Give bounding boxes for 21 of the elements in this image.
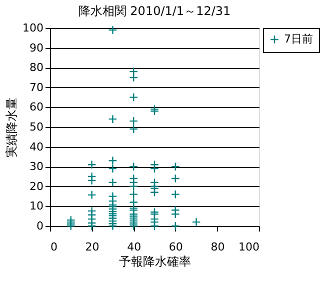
y-tick-label: 60	[30, 100, 44, 114]
x-tick-label: 0	[50, 240, 58, 254]
legend-label: 7日前	[284, 32, 313, 46]
x-tick-label: 20	[85, 240, 100, 254]
x-tick-label: 60	[168, 240, 183, 254]
y-tick-label: 20	[30, 180, 44, 193]
y-axis-title: 実績降水量	[4, 98, 19, 158]
y-tick-label: 80	[30, 61, 44, 74]
y-tick-label: 70	[30, 80, 44, 94]
x-tick-label: 80	[210, 240, 225, 254]
x-tick-label: 40	[127, 240, 142, 254]
x-axis-title: 予報降水確率	[119, 254, 191, 268]
y-tick-label: 50	[30, 120, 44, 134]
y-tick-label: 40	[30, 140, 44, 154]
chart-title: 降水相関 2010/1/1～12/31	[78, 4, 231, 18]
x-tick-label: 100	[238, 240, 260, 254]
y-tick-label: 90	[30, 41, 44, 54]
y-tick-label: 0	[36, 220, 44, 232]
y-tick-label: 10	[30, 200, 44, 213]
y-tick-label: 30	[30, 160, 44, 174]
y-tick-label: 100	[22, 22, 44, 34]
